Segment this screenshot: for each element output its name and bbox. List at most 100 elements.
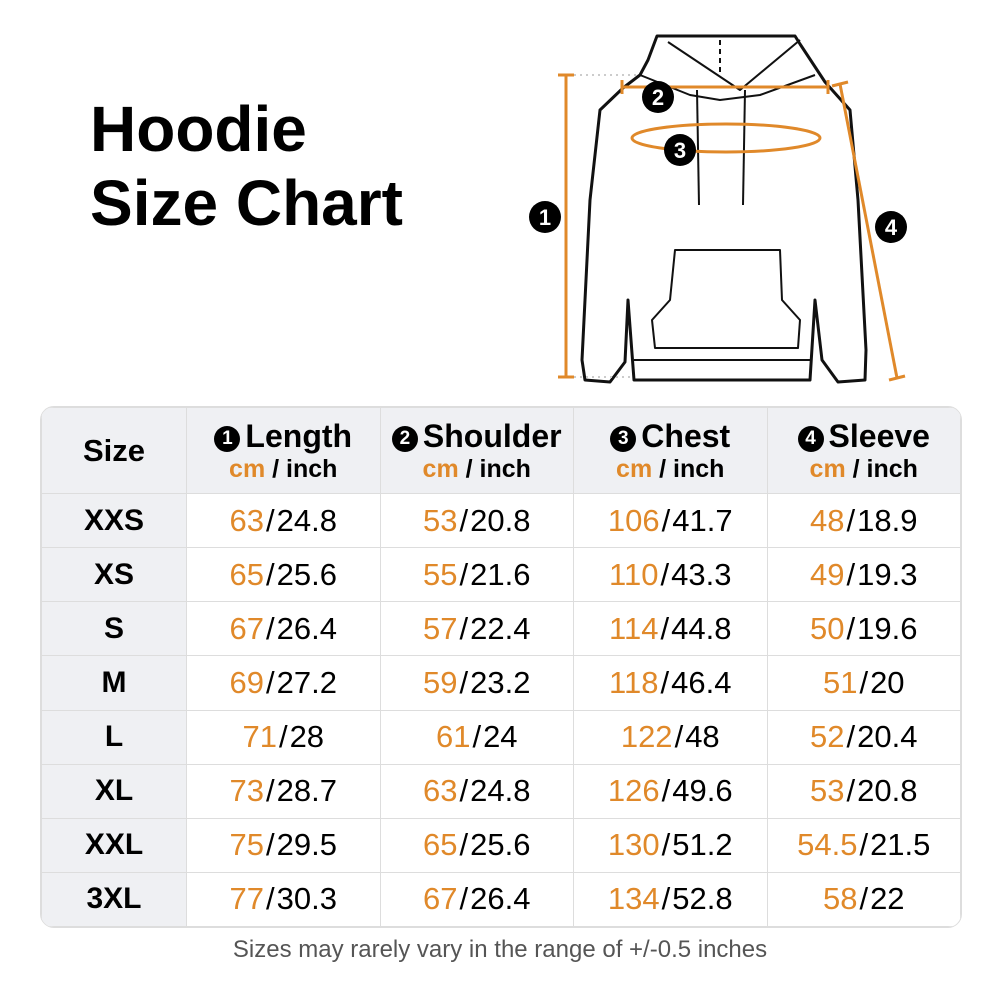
size-table: Size 1 Length cm / inch 2 Shoulder cm / inch…	[40, 406, 962, 928]
inch-value: 18.9	[857, 502, 918, 538]
header-chest: 3 Chest cm / inch	[573, 407, 768, 494]
cm-value: 63	[423, 773, 458, 809]
inch-value: 28.7	[276, 773, 337, 809]
cm-value: 134	[607, 881, 660, 917]
cm-value: 50	[810, 610, 845, 646]
inch-value: 48	[685, 719, 720, 755]
measurement-cell: 51/20	[766, 655, 961, 711]
measurement-cell: 106/41.7	[573, 492, 768, 549]
size-cell: XXL	[41, 817, 187, 873]
cm-value: 51	[822, 664, 858, 700]
size-cell: S	[41, 601, 187, 657]
measurement-cell: 59/23.2	[379, 655, 574, 711]
inch-value: 27.2	[276, 664, 337, 700]
header-shoulder: 2 Shoulder cm / inch	[379, 407, 574, 494]
table-row: M 69/27.2 59/23.2 118/46.4 51/20	[41, 655, 961, 711]
measurement-cell: 134/52.8	[573, 871, 768, 927]
cm-value: 58	[822, 881, 858, 917]
header-length: 1 Length cm / inch	[186, 407, 381, 494]
measurement-cell: 71/28	[186, 709, 381, 765]
inch-value: 46.4	[671, 664, 732, 700]
cm-value: 122	[620, 719, 673, 755]
sleeve-measure-line	[838, 83, 899, 379]
inch-value: 21.5	[870, 827, 931, 863]
table-row: XXL 75/29.5 65/25.6 130/51.2 54.5/21.5	[41, 817, 961, 873]
cm-value: 59	[423, 664, 458, 700]
inch-value: 30.3	[276, 881, 337, 917]
inch-value: 20.4	[857, 719, 918, 755]
size-cell: 3XL	[41, 871, 187, 927]
cm-value: 55	[423, 556, 458, 592]
cm-value: 57	[423, 610, 458, 646]
inch-value: 26.4	[276, 610, 337, 646]
marker-chest: 3	[674, 138, 686, 163]
inch-value: 44.8	[671, 610, 732, 646]
measurement-cell: 55/21.6	[379, 547, 574, 603]
size-cell: XL	[41, 763, 187, 819]
cm-value: 65	[229, 556, 264, 592]
table-row: XL 73/28.7 63/24.8 126/49.6 53/20.8	[41, 763, 961, 819]
cm-value: 53	[423, 502, 458, 538]
inch-value: 22	[870, 881, 905, 917]
table-row: XS 65/25.6 55/21.6 110/43.3 49/19.3	[41, 547, 961, 603]
marker-sleeve: 4	[885, 215, 898, 240]
cm-value: 114	[609, 610, 659, 646]
measurement-cell: 57/22.4	[379, 601, 574, 657]
cm-value: 63	[229, 502, 264, 538]
cm-value: 77	[229, 881, 264, 917]
page-title: Hoodie Size Chart	[90, 93, 403, 239]
size-cell: XXS	[41, 492, 187, 549]
inch-value: 22.4	[470, 610, 531, 646]
inch-value: 26.4	[470, 881, 531, 917]
inch-value: 21.6	[470, 556, 531, 592]
hoodie-diagram: 1 2 3 4	[529, 34, 907, 384]
inch-value: 24	[483, 719, 518, 755]
size-cell: L	[41, 709, 187, 765]
measurement-cell: 49/19.3	[766, 547, 961, 603]
cm-value: 126	[607, 773, 660, 809]
cm-value: 61	[435, 719, 471, 755]
cm-value: 49	[810, 556, 845, 592]
measurement-cell: 110/43.3	[573, 547, 768, 603]
measurement-cell: 48/18.9	[766, 492, 961, 549]
measurement-cell: 130/51.2	[573, 817, 768, 873]
inch-value: 20	[870, 664, 905, 700]
chest-measure-ellipse	[630, 122, 822, 154]
cm-value: 67	[229, 610, 264, 646]
cm-value: 110	[609, 556, 659, 592]
header-size: Size	[41, 407, 187, 494]
measurement-cell: 54.5/21.5	[766, 817, 961, 873]
inch-value: 24.8	[276, 502, 337, 538]
inch-value: 49.6	[672, 773, 733, 809]
inch-value: 51.2	[672, 827, 733, 863]
measurement-cell: 65/25.6	[186, 547, 381, 603]
size-cell: XS	[41, 547, 187, 603]
measurement-cell: 67/26.4	[379, 871, 574, 927]
measurement-cell: 53/20.8	[379, 492, 574, 549]
cm-value: 48	[810, 502, 845, 538]
cm-value: 53	[810, 773, 845, 809]
inch-value: 43.3	[671, 556, 732, 592]
marker-shoulder: 2	[652, 85, 664, 110]
cm-value: 118	[609, 664, 659, 700]
inch-value: 19.6	[857, 610, 918, 646]
marker-length: 1	[539, 205, 551, 230]
measurement-cell: 126/49.6	[573, 763, 768, 819]
measurement-cell: 50/19.6	[766, 601, 961, 657]
size-cell: M	[41, 655, 187, 711]
table-row: XXS 63/24.8 53/20.8 106/41.7 48/18.9	[41, 492, 961, 549]
measurement-cell: 65/25.6	[379, 817, 574, 873]
measurement-cell: 77/30.3	[186, 871, 381, 927]
cm-value: 65	[423, 827, 458, 863]
header-sleeve: 4 Sleeve cm / inch	[766, 407, 961, 494]
cm-value: 69	[229, 664, 264, 700]
inch-value: 20.8	[470, 502, 531, 538]
measurement-cell: 69/27.2	[186, 655, 381, 711]
inch-value: 41.7	[672, 502, 733, 538]
inch-value: 20.8	[857, 773, 918, 809]
cm-value: 106	[607, 502, 660, 538]
measurement-cell: 122/48	[573, 709, 768, 765]
cm-value: 52	[810, 719, 845, 755]
table-header-row: Size 1 Length cm / inch 2 Shoulder cm / inch…	[41, 407, 961, 494]
cm-value: 54.5	[797, 827, 858, 863]
